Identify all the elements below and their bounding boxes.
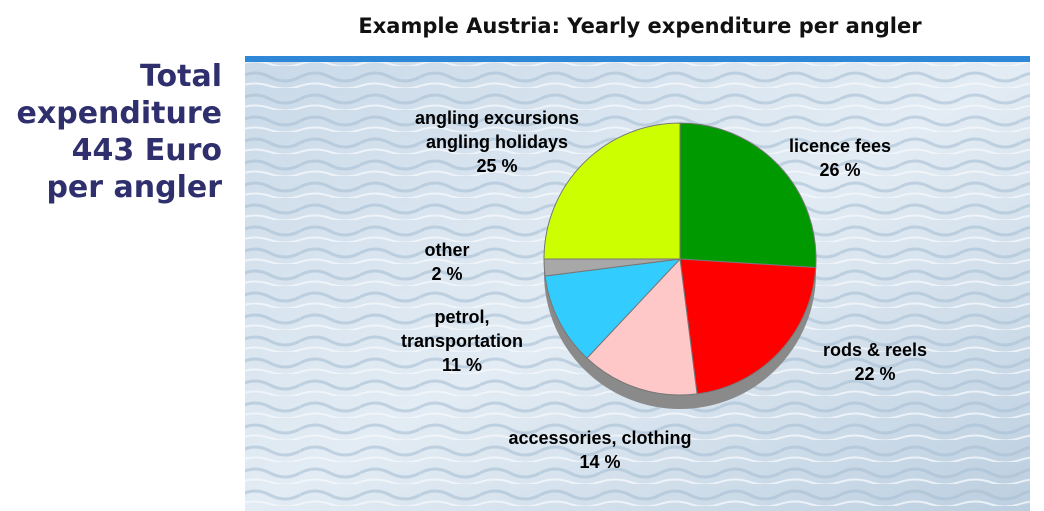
value-label: 14 % bbox=[508, 450, 691, 474]
category-label: angling excursions angling holidays bbox=[415, 106, 579, 154]
category-label: accessories, clothing bbox=[508, 426, 691, 450]
header-bar bbox=[245, 56, 1030, 62]
category-label: rods & reels bbox=[823, 338, 927, 362]
pie bbox=[544, 123, 816, 409]
side-text-line: 443 Euro bbox=[0, 132, 222, 169]
value-label: 2 % bbox=[425, 262, 470, 286]
chart-title: Example Austria: Yearly expenditure per … bbox=[250, 14, 1030, 38]
value-label: 25 % bbox=[415, 154, 579, 178]
category-label: petrol, transportation bbox=[401, 305, 523, 353]
value-label: 26 % bbox=[789, 158, 891, 182]
side-text-line: expenditure bbox=[0, 95, 222, 132]
value-label: 11 % bbox=[401, 353, 523, 377]
side-text-line: per angler bbox=[0, 169, 222, 206]
side-text-line: Total bbox=[0, 58, 222, 95]
value-label: 22 % bbox=[823, 362, 927, 386]
page: Example Austria: Yearly expenditure per … bbox=[0, 0, 1044, 511]
category-label: other bbox=[425, 238, 470, 262]
category-label: licence fees bbox=[789, 134, 891, 158]
